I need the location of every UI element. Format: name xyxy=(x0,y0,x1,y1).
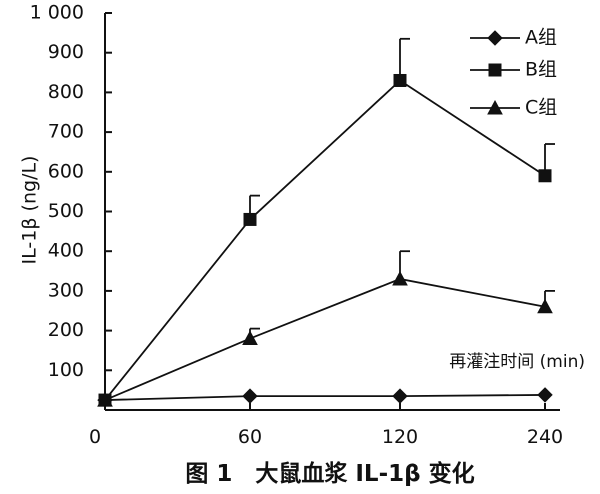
series-line xyxy=(104,278,546,401)
y-axis-title: IL-1β (ng/L) xyxy=(19,156,41,265)
x-tick-label: 240 xyxy=(527,426,563,448)
data-point xyxy=(97,392,113,407)
series-3 xyxy=(97,250,555,407)
data-point xyxy=(242,330,258,346)
legend-label: C组 xyxy=(525,97,557,119)
legend-marker xyxy=(488,63,502,77)
legend-label: B组 xyxy=(525,59,557,81)
y-tick-label: 900 xyxy=(48,41,84,63)
x-axis-title: 再灌注时间 (min) xyxy=(449,352,585,372)
series-line xyxy=(104,79,546,401)
data-point xyxy=(538,169,552,183)
data-point xyxy=(537,298,553,314)
series-line xyxy=(104,394,546,401)
x-tick-label: 60 xyxy=(238,426,262,448)
y-tick-label: 300 xyxy=(48,279,84,301)
legend: A组 B组 C组 xyxy=(470,27,557,119)
y-tick-label: 600 xyxy=(48,160,84,182)
x-tick-label: 120 xyxy=(382,426,418,448)
x-ticks: 0 60 120 240 xyxy=(89,403,563,448)
data-point xyxy=(393,73,407,87)
y-tick-label: 800 xyxy=(48,81,84,103)
legend-marker xyxy=(487,99,503,115)
data-point xyxy=(392,388,408,404)
data-point xyxy=(392,270,408,286)
y-tick-label: 500 xyxy=(48,200,84,222)
data-point xyxy=(243,212,257,226)
x-tick-label: 0 xyxy=(89,426,101,448)
y-tick-label: 200 xyxy=(48,319,84,341)
figure-caption: 图 1 大鼠血浆 IL-1β 变化 xyxy=(185,460,474,487)
y-tick-label: 700 xyxy=(48,121,84,143)
series-group xyxy=(97,37,555,408)
legend-marker xyxy=(487,30,503,46)
series-1 xyxy=(97,387,553,408)
data-point xyxy=(242,388,258,404)
legend-label: A组 xyxy=(525,27,557,49)
y-tick-label: 100 xyxy=(48,359,84,381)
y-tick-label: 400 xyxy=(48,240,84,262)
y-ticks: 1 000 900 800 700 600 500 400 300 200 100 xyxy=(30,2,112,381)
data-point xyxy=(537,387,553,403)
series-2 xyxy=(98,37,555,407)
y-tick-label: 1 000 xyxy=(30,2,84,24)
